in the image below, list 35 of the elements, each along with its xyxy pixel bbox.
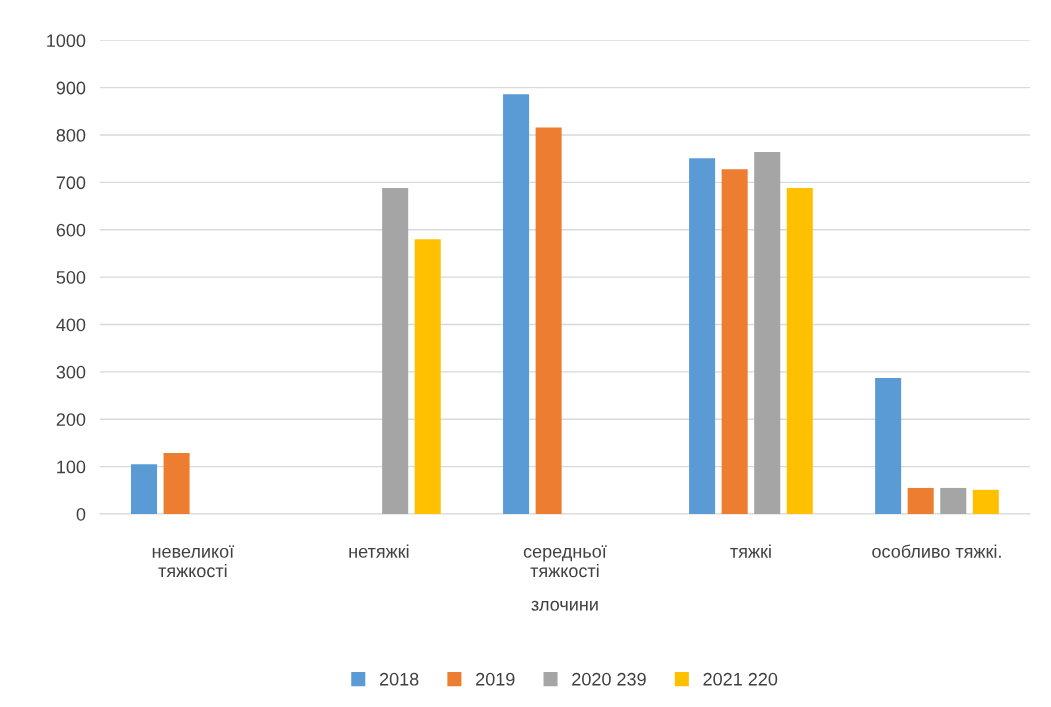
y-tick-label: 500 bbox=[56, 271, 86, 284]
bar bbox=[535, 127, 562, 514]
legend-label: 2020 239 bbox=[572, 672, 646, 686]
x-axis-title: злочини bbox=[531, 600, 598, 611]
legend-label: 2019 bbox=[476, 672, 515, 686]
bar bbox=[163, 452, 190, 514]
y-tick-label: 100 bbox=[57, 460, 86, 474]
bar bbox=[131, 464, 158, 514]
bar bbox=[940, 487, 967, 514]
y-tick-label: 700 bbox=[56, 176, 86, 190]
bar bbox=[907, 487, 934, 514]
y-tick-label: 1000 bbox=[47, 34, 86, 48]
x-tick-label: середньої тяжкості bbox=[523, 545, 607, 578]
bar bbox=[689, 158, 716, 514]
y-tick-label: 900 bbox=[56, 81, 86, 95]
y-tick-label: 200 bbox=[56, 413, 86, 426]
x-tick-label: особливо тяжкі. bbox=[872, 544, 1001, 558]
bar bbox=[754, 152, 781, 514]
legend-label: 2018 bbox=[379, 672, 419, 686]
y-tick-label: 600 bbox=[56, 223, 86, 237]
x-tick-label: нетяжкі bbox=[349, 544, 409, 558]
bar bbox=[972, 489, 999, 514]
bar bbox=[786, 188, 813, 514]
bar bbox=[414, 239, 441, 514]
y-tick-label: 800 bbox=[56, 128, 86, 142]
y-tick-label: 0 bbox=[76, 507, 86, 521]
x-tick-label: тяжкі bbox=[730, 544, 771, 558]
x-tick-label: невеликої тяжкості bbox=[152, 545, 234, 578]
bar bbox=[382, 188, 409, 514]
legend-label: 2021 220 bbox=[703, 672, 778, 686]
bar bbox=[721, 169, 748, 514]
y-tick-label: 400 bbox=[56, 318, 86, 332]
bar bbox=[875, 378, 902, 514]
y-tick-label: 300 bbox=[56, 365, 86, 379]
bar bbox=[503, 94, 530, 514]
